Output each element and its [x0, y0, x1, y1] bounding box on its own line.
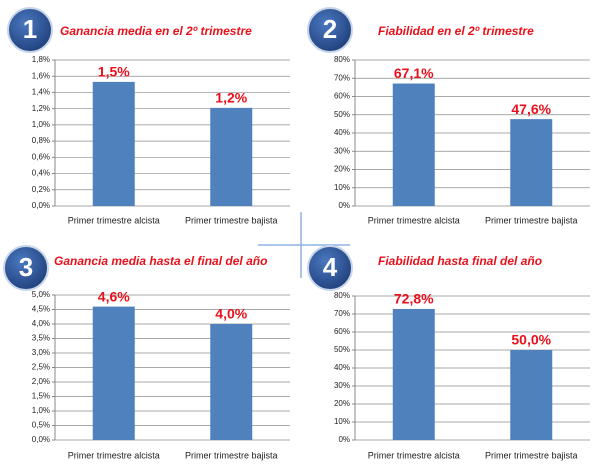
bar — [392, 308, 435, 440]
y-tick-label: 2,5% — [32, 363, 50, 372]
chart-title: Ganancia media en el 2º trimestre — [60, 24, 252, 38]
y-tick-label: 10% — [334, 417, 350, 426]
y-tick-label: 1,2% — [32, 104, 50, 113]
value-label: 50,0% — [511, 332, 551, 348]
y-tick-label: 50% — [334, 345, 350, 354]
y-tick-label: 1,0% — [32, 406, 50, 415]
y-tick-label: 0,2% — [32, 185, 50, 194]
y-tick-label: 0,0% — [32, 201, 50, 210]
y-tick-label: 0,4% — [32, 169, 50, 178]
bar — [510, 350, 553, 440]
x-tick-label: Primer trimestre bajista — [485, 215, 578, 225]
y-tick-label: 0% — [338, 201, 350, 210]
value-label: 72,8% — [394, 291, 434, 307]
bar — [92, 306, 135, 440]
y-tick-label: 4,5% — [32, 305, 50, 314]
y-tick-label: 40% — [334, 363, 350, 372]
y-tick-label: 2,0% — [32, 377, 50, 386]
y-tick-label: 4,0% — [32, 319, 50, 328]
value-label: 67,1% — [394, 65, 434, 81]
bar — [392, 83, 435, 206]
bar — [210, 324, 253, 440]
y-tick-label: 80% — [334, 291, 350, 300]
x-tick-label: Primer trimestre bajista — [185, 450, 278, 460]
y-tick-label: 0% — [338, 435, 350, 444]
y-tick-label: 30% — [334, 381, 350, 390]
y-tick-label: 0,5% — [32, 421, 50, 430]
y-tick-label: 30% — [334, 146, 350, 155]
y-tick-label: 70% — [334, 73, 350, 82]
y-tick-label: 50% — [334, 110, 350, 119]
badge-number: 3 — [19, 252, 33, 282]
badge-number: 4 — [323, 252, 338, 282]
y-tick-label: 1,8% — [32, 55, 50, 64]
y-tick-label: 20% — [334, 399, 350, 408]
x-tick-label: Primer trimestre bajista — [185, 215, 278, 225]
y-tick-label: 40% — [334, 128, 350, 137]
y-tick-label: 1,4% — [32, 88, 50, 97]
bar — [92, 81, 135, 206]
chart-title: Fiabilidad hasta final del año — [378, 254, 542, 268]
y-tick-label: 1,6% — [32, 71, 50, 80]
bar — [210, 107, 253, 206]
y-tick-label: 1,0% — [32, 120, 50, 129]
y-tick-label: 0,6% — [32, 152, 50, 161]
y-tick-label: 0,0% — [32, 435, 50, 444]
chart-title: Ganancia media hasta el final del año — [54, 254, 267, 268]
y-tick-label: 3,5% — [32, 334, 50, 343]
badge-number: 1 — [23, 14, 37, 44]
x-tick-label: Primer trimestre bajista — [485, 450, 578, 460]
badge-circle — [3, 245, 49, 291]
y-tick-label: 1,5% — [32, 392, 50, 401]
value-label: 4,0% — [215, 306, 247, 322]
x-tick-label: Primer trimestre alcista — [68, 215, 160, 225]
y-tick-label: 10% — [334, 183, 350, 192]
y-tick-label: 80% — [334, 55, 350, 64]
x-tick-label: Primer trimestre alcista — [368, 450, 460, 460]
y-tick-label: 0,8% — [32, 136, 50, 145]
chart-title: Fiabilidad en el 2º trimestre — [378, 24, 534, 38]
badge-circle — [307, 7, 353, 53]
x-tick-label: Primer trimestre alcista — [68, 450, 160, 460]
y-tick-label: 3,0% — [32, 348, 50, 357]
y-tick-label: 60% — [334, 92, 350, 101]
badge-circle — [7, 7, 53, 53]
value-label: 47,6% — [511, 101, 551, 117]
badge-circle — [307, 245, 353, 291]
y-tick-label: 60% — [334, 327, 350, 336]
y-tick-label: 20% — [334, 165, 350, 174]
value-label: 1,2% — [215, 90, 247, 106]
y-tick-label: 70% — [334, 309, 350, 318]
value-label: 1,5% — [98, 64, 130, 80]
x-tick-label: Primer trimestre alcista — [368, 215, 460, 225]
badge-number: 2 — [323, 14, 337, 44]
bar — [510, 119, 553, 206]
value-label: 4,6% — [98, 288, 130, 304]
y-tick-label: 5,0% — [32, 290, 50, 299]
